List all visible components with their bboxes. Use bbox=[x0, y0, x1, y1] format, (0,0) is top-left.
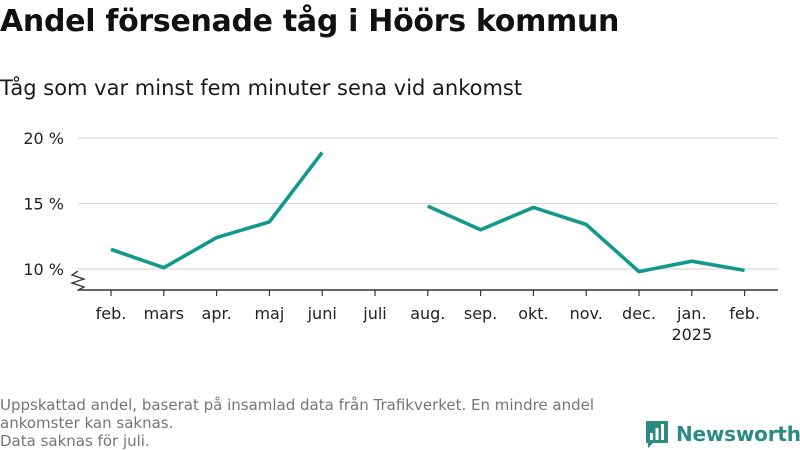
chart-title: Andel försenade tåg i Höörs kommun bbox=[0, 4, 620, 39]
series-line bbox=[110, 151, 324, 270]
x-tick-label: juni bbox=[307, 304, 337, 323]
footnote: Uppskattad andel, baserat på insamlad da… bbox=[0, 396, 630, 450]
x-tick-label: maj bbox=[254, 304, 284, 323]
x-tick-label: nov. bbox=[570, 304, 603, 323]
series-line bbox=[427, 204, 745, 274]
y-tick-label: 20 % bbox=[23, 129, 64, 148]
y-tick-label: 15 % bbox=[23, 195, 64, 214]
x-tick-label: aug. bbox=[410, 304, 445, 323]
x-tick-label: apr. bbox=[202, 304, 232, 323]
x-tick-label: feb. bbox=[96, 304, 127, 323]
footnote-line-2: Data saknas för juli. bbox=[0, 432, 150, 450]
x-tick-label: jan. bbox=[676, 304, 706, 323]
y-tick-label: 10 % bbox=[23, 260, 64, 279]
footnote-line-1: Uppskattad andel, baserat på insamlad da… bbox=[0, 396, 595, 432]
newsworthy-logo[interactable]: Newsworthy bbox=[644, 419, 800, 449]
line-chart: 10 % 15 % 20 % feb. mars apr. maj juni juli aug.… bbox=[23, 129, 778, 344]
x-year-label: 2025 bbox=[671, 325, 712, 344]
x-tick-label: juli bbox=[362, 304, 386, 323]
axis-break-symbol bbox=[69, 270, 87, 292]
chart-subtitle: Tåg som var minst fem minuter sena vid a… bbox=[0, 76, 523, 100]
x-tick-label: dec. bbox=[622, 304, 656, 323]
x-tick-label: mars bbox=[144, 304, 184, 323]
x-tick-label: feb. bbox=[729, 304, 760, 323]
logo-text: Newsworthy bbox=[676, 422, 800, 446]
x-tick-label: sep. bbox=[464, 304, 497, 323]
x-tick-label: okt. bbox=[518, 304, 548, 323]
newsworthy-chart-icon bbox=[646, 421, 668, 448]
